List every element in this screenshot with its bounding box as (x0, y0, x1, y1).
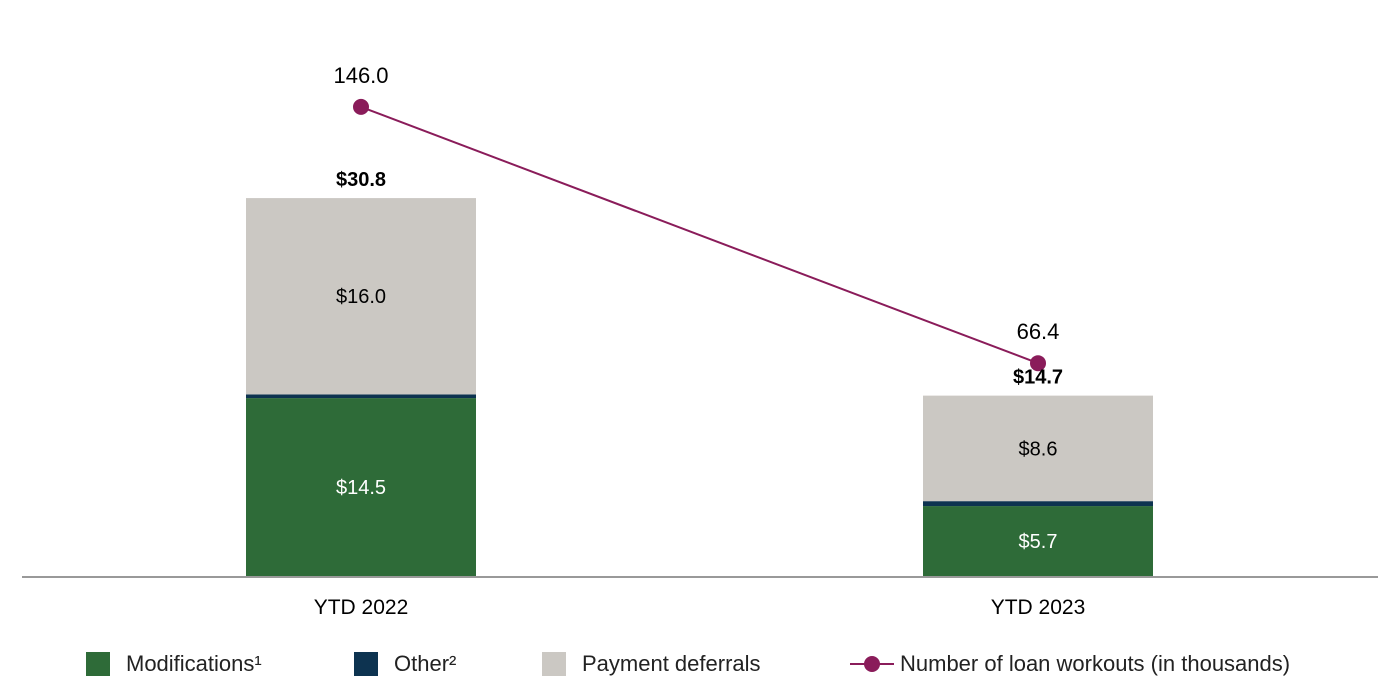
bar-modifications-ytd-2022 (246, 398, 476, 576)
bar-other-ytd-2023 (923, 501, 1153, 507)
x-tick-label-ytd-2022: YTD 2022 (314, 596, 409, 619)
total-label-ytd-2023: $14.7 (1013, 367, 1063, 389)
legend: Modifications¹ Other² Payment deferrals … (0, 644, 1400, 684)
labels-layer: $14.5 $16.0 $30.8 YTD 2022 $5.7 $8.6 $14.7 YTD … (314, 63, 1086, 619)
line-label-ytd-2023: 66.4 (1017, 319, 1060, 344)
data-label-payment-deferrals-ytd-2023: $8.6 (1019, 438, 1058, 460)
bar-other-ytd-2022 (246, 394, 476, 399)
data-label-payment-deferrals-ytd-2022: $16.0 (336, 286, 386, 308)
legend-item-modifications: Modifications¹ (86, 644, 262, 684)
legend-item-payment-deferrals: Payment deferrals (542, 644, 761, 684)
line-label-ytd-2022: 146.0 (333, 63, 388, 88)
legend-swatch-other (354, 652, 378, 676)
legend-label-payment-deferrals: Payment deferrals (582, 651, 761, 676)
legend-swatch-payment-deferrals (542, 652, 566, 676)
line-loan-workouts (360, 105, 1039, 365)
legend-item-other: Other² (354, 644, 456, 684)
line-point-ytd-2023 (1030, 355, 1046, 372)
legend-label-loan-workouts: Number of loan workouts (in thousands) (900, 651, 1291, 676)
legend-swatch-modifications (86, 652, 110, 676)
line-layer (353, 98, 1046, 372)
bar-payment-deferrals-ytd-2022 (246, 198, 476, 395)
legend-item-loan-workouts: Number of loan workouts (in thousands) (850, 644, 1290, 684)
data-label-modifications-ytd-2022: $14.5 (336, 477, 386, 499)
bar-modifications-ytd-2023 (923, 506, 1153, 576)
total-label-ytd-2022: $30.8 (336, 169, 386, 191)
legend-label-modifications: Modifications¹ (126, 651, 262, 676)
line-point-ytd-2022 (353, 98, 369, 115)
legend-line-marker-icon (850, 652, 894, 676)
legend-label-other: Other² (394, 651, 457, 676)
x-tick-label-ytd-2023: YTD 2023 (991, 596, 1086, 619)
chart: $14.5 $16.0 $30.8 YTD 2022 $5.7 $8.6 $14.7 YTD … (22, 63, 1378, 619)
bar-payment-deferrals-ytd-2023 (923, 395, 1153, 502)
data-label-modifications-ytd-2023: $5.7 (1019, 531, 1058, 553)
bars-layer (246, 198, 1153, 576)
